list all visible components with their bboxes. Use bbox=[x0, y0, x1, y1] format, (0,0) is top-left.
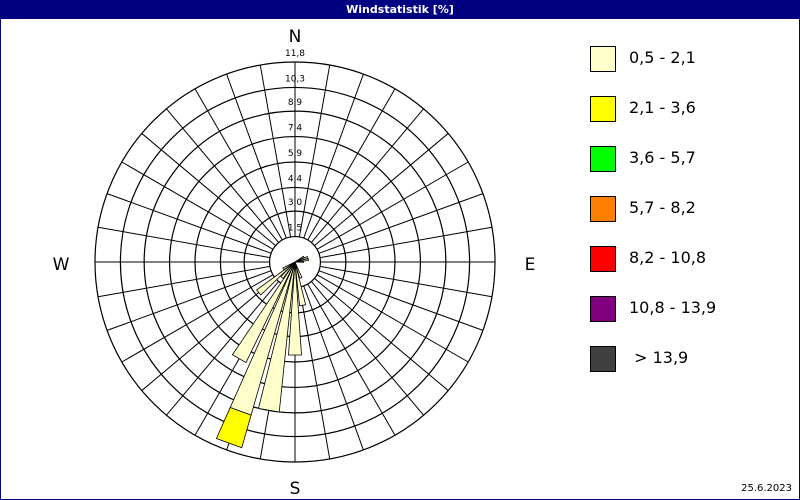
ring-label: 7,4 bbox=[288, 124, 303, 134]
legend-label: 10,8 - 13,9 bbox=[629, 298, 717, 317]
spoke bbox=[166, 281, 280, 416]
legend-swatch bbox=[590, 196, 616, 222]
spoke bbox=[307, 88, 396, 241]
legend-label: 0,5 - 2,1 bbox=[629, 48, 696, 67]
petal-segment-240 bbox=[282, 261, 296, 271]
spoke bbox=[298, 286, 331, 460]
ring bbox=[194, 161, 396, 363]
spoke bbox=[166, 108, 280, 243]
spoke bbox=[226, 73, 287, 239]
petal-segment-90 bbox=[294, 260, 304, 264]
spoke bbox=[310, 108, 424, 243]
petal-segment-190 bbox=[258, 261, 296, 413]
legend-label: > 13,9 bbox=[629, 348, 689, 367]
petal-segment-210 bbox=[231, 261, 296, 364]
spoke bbox=[121, 161, 274, 250]
ring-label: 4,4 bbox=[288, 174, 303, 184]
spoke bbox=[106, 193, 272, 254]
spoke bbox=[307, 283, 396, 436]
spoke bbox=[310, 281, 424, 416]
spoke bbox=[303, 73, 364, 239]
legend-swatch bbox=[590, 246, 616, 272]
spoke bbox=[259, 64, 292, 238]
legend-swatch bbox=[590, 146, 616, 172]
ring-labels: 1,5 3,0 4,4 5,9 7,4 8,9 10,3 11,8 bbox=[285, 49, 305, 234]
petal-segment-230 bbox=[256, 261, 296, 296]
legend-swatch bbox=[590, 296, 616, 322]
compass-n: N bbox=[289, 27, 302, 47]
ring bbox=[143, 110, 447, 414]
spoke bbox=[316, 161, 469, 250]
compass-w: W bbox=[53, 255, 70, 275]
ring bbox=[119, 86, 471, 438]
spoke bbox=[106, 270, 272, 331]
legend-label: 5,7 - 8,2 bbox=[629, 198, 696, 217]
date-label: 25.6.2023 bbox=[741, 483, 792, 494]
spoke bbox=[194, 88, 283, 241]
spoke bbox=[121, 274, 274, 363]
ring-label: 3,0 bbox=[288, 198, 303, 208]
legend-label: 3,6 - 5,7 bbox=[629, 148, 696, 167]
spoke bbox=[318, 193, 484, 254]
spoke bbox=[319, 226, 493, 259]
ring-label: 1,5 bbox=[288, 224, 302, 234]
ring-label: 10,3 bbox=[285, 74, 305, 84]
compass-s: S bbox=[290, 479, 301, 499]
petal-segment-200 bbox=[215, 407, 252, 449]
legend-swatch bbox=[590, 346, 616, 372]
ring bbox=[168, 135, 422, 389]
spoke bbox=[97, 226, 271, 259]
spoke bbox=[319, 265, 493, 298]
legend-swatch bbox=[590, 46, 616, 72]
petal-segment-170 bbox=[294, 261, 307, 307]
ring-label: 11,8 bbox=[285, 49, 305, 59]
ring bbox=[94, 61, 496, 463]
title-bar: Windstatistik [%] bbox=[0, 0, 800, 19]
ring-label: 5,9 bbox=[288, 149, 303, 159]
spoke bbox=[316, 274, 469, 363]
legend-label: 8,2 - 10,8 bbox=[629, 248, 707, 267]
ring-label: 8,9 bbox=[288, 98, 303, 108]
spoke bbox=[314, 277, 449, 391]
compass-e: E bbox=[525, 255, 536, 275]
spoke bbox=[303, 285, 364, 451]
spoke bbox=[97, 265, 271, 298]
spoke bbox=[141, 133, 276, 247]
spoke bbox=[141, 277, 276, 391]
spoke bbox=[318, 270, 484, 331]
spoke bbox=[298, 64, 331, 238]
legend-swatch bbox=[590, 96, 616, 122]
petals bbox=[215, 255, 309, 449]
petal-segment-180 bbox=[288, 261, 302, 356]
legend-label: 2,1 - 3,6 bbox=[629, 98, 696, 117]
spoke bbox=[314, 133, 449, 247]
